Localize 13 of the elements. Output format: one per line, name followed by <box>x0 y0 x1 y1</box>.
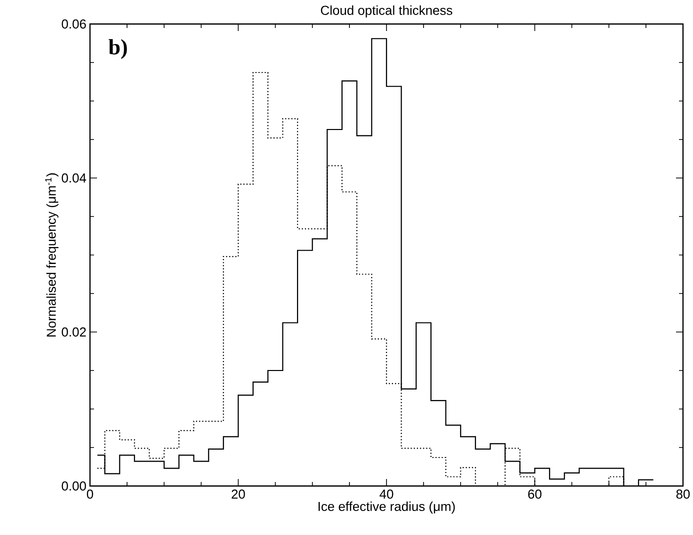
x-tick-label: 80 <box>676 490 690 499</box>
y-tick-label: 0.06 <box>62 19 86 29</box>
y-axis-title: Normalised frequency (μm$^{-1}$) <box>45 173 58 336</box>
y-tick-label: 0.04 <box>62 173 86 183</box>
x-tick-label: 0 <box>86 490 94 499</box>
chart-title: Cloud optical thickness <box>320 5 452 18</box>
y-tick-label: 0.00 <box>62 481 86 491</box>
y-tick-label: 0.02 <box>62 327 86 337</box>
annotation: b) <box>108 39 127 59</box>
x-axis-title: Ice effective radius (μm) <box>318 502 455 514</box>
x-tick-label: 60 <box>528 490 542 499</box>
x-tick-label: 20 <box>232 490 245 499</box>
x-tick-label: 40 <box>380 490 394 499</box>
